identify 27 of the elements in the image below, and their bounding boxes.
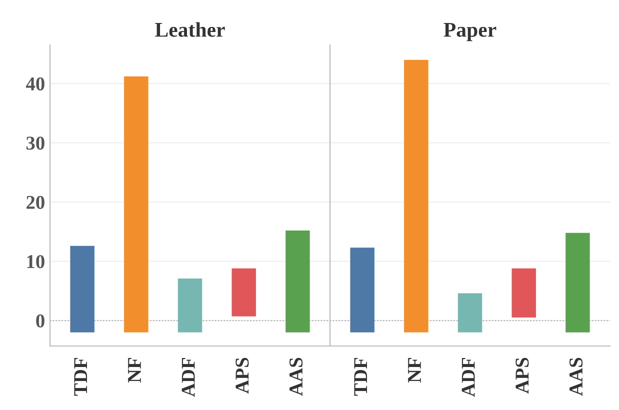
bar: [566, 232, 590, 332]
x-tick-label: NF: [408, 358, 421, 383]
x-tick-label: AAS: [289, 358, 303, 396]
bar: [512, 268, 536, 318]
x-tick-label: TDF: [354, 358, 368, 396]
bar: [458, 293, 482, 332]
bar: [70, 246, 94, 332]
x-tick-label: TDF: [74, 358, 88, 396]
bar: [286, 230, 310, 332]
y-tick-label: 10: [27, 255, 44, 268]
x-tick-label: ADF: [182, 358, 195, 397]
chart-title: Leather: [155, 22, 225, 37]
x-tick-label: ADF: [462, 358, 475, 397]
bar: [404, 60, 428, 332]
y-tick-label: 30: [26, 136, 44, 150]
x-tick-label: APS: [236, 358, 249, 394]
bar: [178, 278, 202, 332]
x-tick-label: APS: [516, 358, 529, 394]
bar: [124, 76, 148, 332]
x-tick-label: AAS: [569, 358, 583, 396]
y-tick-label: 20: [26, 196, 44, 209]
bar: [232, 268, 256, 316]
chart-title: Paper: [444, 23, 496, 42]
bar: [350, 248, 374, 332]
y-tick-label: 0: [36, 314, 44, 328]
y-tick-label: 40: [26, 77, 44, 90]
x-tick-label: NF: [128, 358, 141, 383]
